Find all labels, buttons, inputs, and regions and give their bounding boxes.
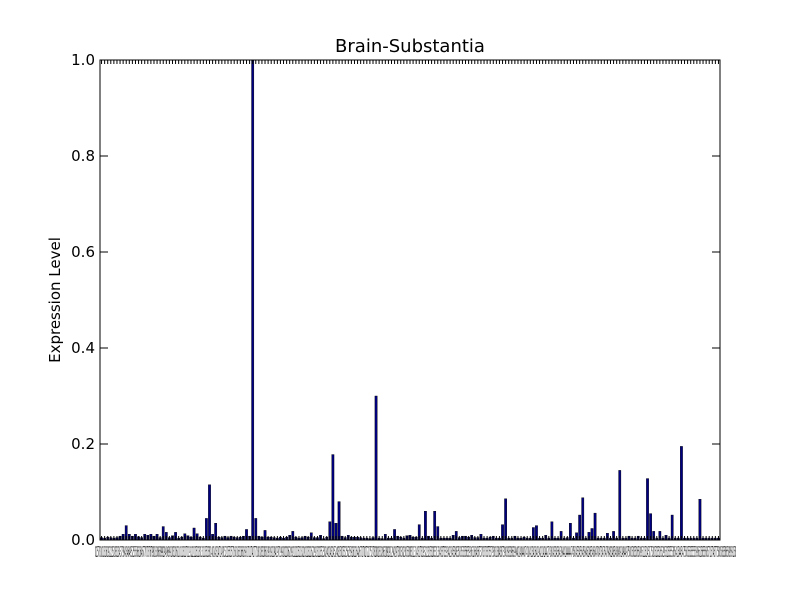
bar — [331, 454, 335, 541]
bar — [581, 497, 585, 541]
y-tick-label: 1.0 — [71, 51, 95, 69]
bar — [698, 499, 702, 541]
bar — [618, 470, 622, 541]
y-tick-label: 0.0 — [71, 531, 95, 549]
y-tick-label: 0.8 — [71, 147, 95, 165]
bar — [433, 511, 437, 541]
bar — [646, 478, 649, 541]
bar — [374, 395, 378, 541]
y-tick-label: 0.2 — [71, 435, 95, 453]
chart-title: Brain-Substantia — [335, 36, 485, 57]
y-tick-labels: 0.0 0.2 0.4 0.6 0.8 1.0 — [71, 51, 95, 549]
y-tick-label: 0.4 — [71, 339, 95, 357]
plot-frame — [99, 59, 721, 541]
bar — [593, 512, 597, 541]
axis-ticks — [100, 59, 720, 541]
y-axis-label: Expression Level — [46, 237, 64, 363]
bar — [251, 59, 255, 541]
bar — [680, 446, 683, 541]
bar — [337, 501, 341, 541]
y-tick-label: 0.6 — [71, 243, 95, 261]
bar — [424, 511, 427, 541]
bar — [208, 484, 211, 541]
bar — [504, 498, 507, 541]
x-tick-labels: 0257810131619222528313437394346495255586… — [95, 543, 736, 561]
